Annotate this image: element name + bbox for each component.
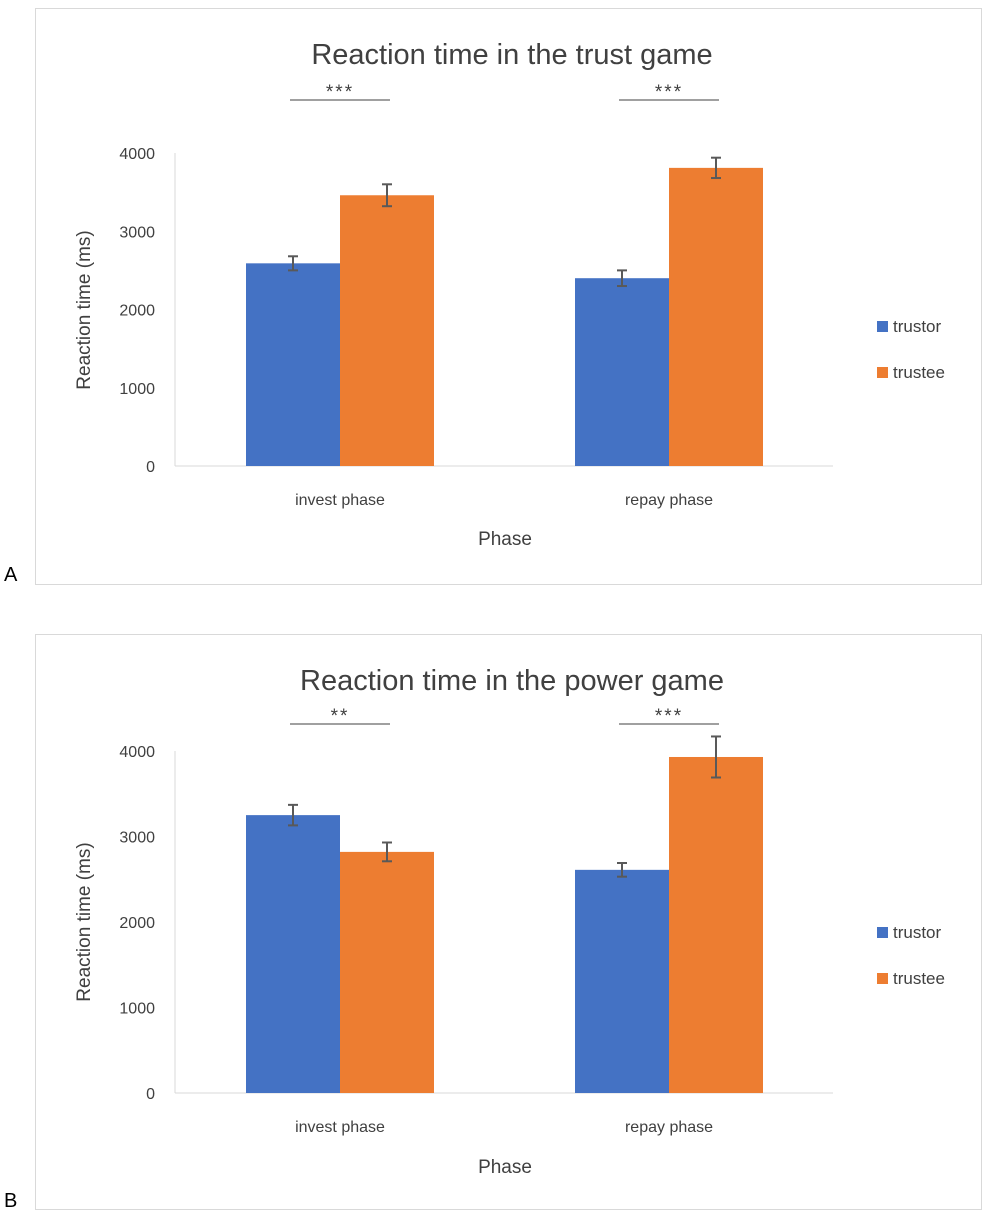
- x-axis-title: Phase: [478, 1157, 532, 1178]
- legend-swatch-trustor: [877, 927, 888, 938]
- y-axis-title: Reaction time (ms): [74, 230, 95, 389]
- y-tick-label: 3000: [119, 224, 155, 241]
- chart-title: Reaction time in the power game: [300, 665, 724, 697]
- bar-trustor: [575, 278, 669, 466]
- category-label: invest phase: [295, 1119, 385, 1136]
- y-tick-label: 2000: [119, 303, 155, 320]
- bar-trustor: [246, 263, 340, 466]
- legend-swatch-trustor: [877, 321, 888, 332]
- x-axis-title: Phase: [478, 529, 532, 550]
- legend-swatch-trustee: [877, 367, 888, 378]
- category-label: repay phase: [625, 1119, 713, 1136]
- bar-trustee: [669, 167, 763, 466]
- bar-trustee: [340, 195, 434, 466]
- legend-label-trustor: trustor: [893, 923, 942, 942]
- panel-letter-b: B: [4, 1190, 18, 1212]
- significance-marker: **: [331, 706, 350, 727]
- category-label: invest phase: [295, 492, 385, 509]
- panel-letter-a: A: [4, 564, 18, 586]
- y-tick-label: 0: [146, 1086, 155, 1103]
- bar-trustor: [246, 815, 340, 1093]
- significance-marker: ***: [655, 706, 683, 727]
- legend-label-trustee: trustee: [893, 969, 945, 988]
- category-label: repay phase: [625, 492, 713, 509]
- y-tick-label: 4000: [119, 146, 155, 163]
- bar-trustee: [669, 756, 763, 1093]
- chart-b-frame: [35, 634, 982, 1210]
- significance-marker: ***: [326, 82, 354, 103]
- legend-label-trustor: trustor: [893, 317, 942, 336]
- bar-trustee: [340, 851, 434, 1093]
- y-tick-label: 0: [146, 459, 155, 476]
- legend-swatch-trustee: [877, 973, 888, 984]
- legend-label-trustee: trustee: [893, 363, 945, 382]
- chart-a-frame: [35, 8, 982, 585]
- y-tick-label: 4000: [119, 744, 155, 761]
- y-tick-label: 1000: [119, 1001, 155, 1018]
- y-tick-label: 2000: [119, 915, 155, 932]
- y-tick-label: 1000: [119, 381, 155, 398]
- y-axis-title: Reaction time (ms): [74, 842, 95, 1001]
- chart-title: Reaction time in the trust game: [311, 39, 712, 71]
- y-tick-label: 3000: [119, 830, 155, 847]
- significance-marker: ***: [655, 82, 683, 103]
- bar-trustor: [575, 869, 669, 1093]
